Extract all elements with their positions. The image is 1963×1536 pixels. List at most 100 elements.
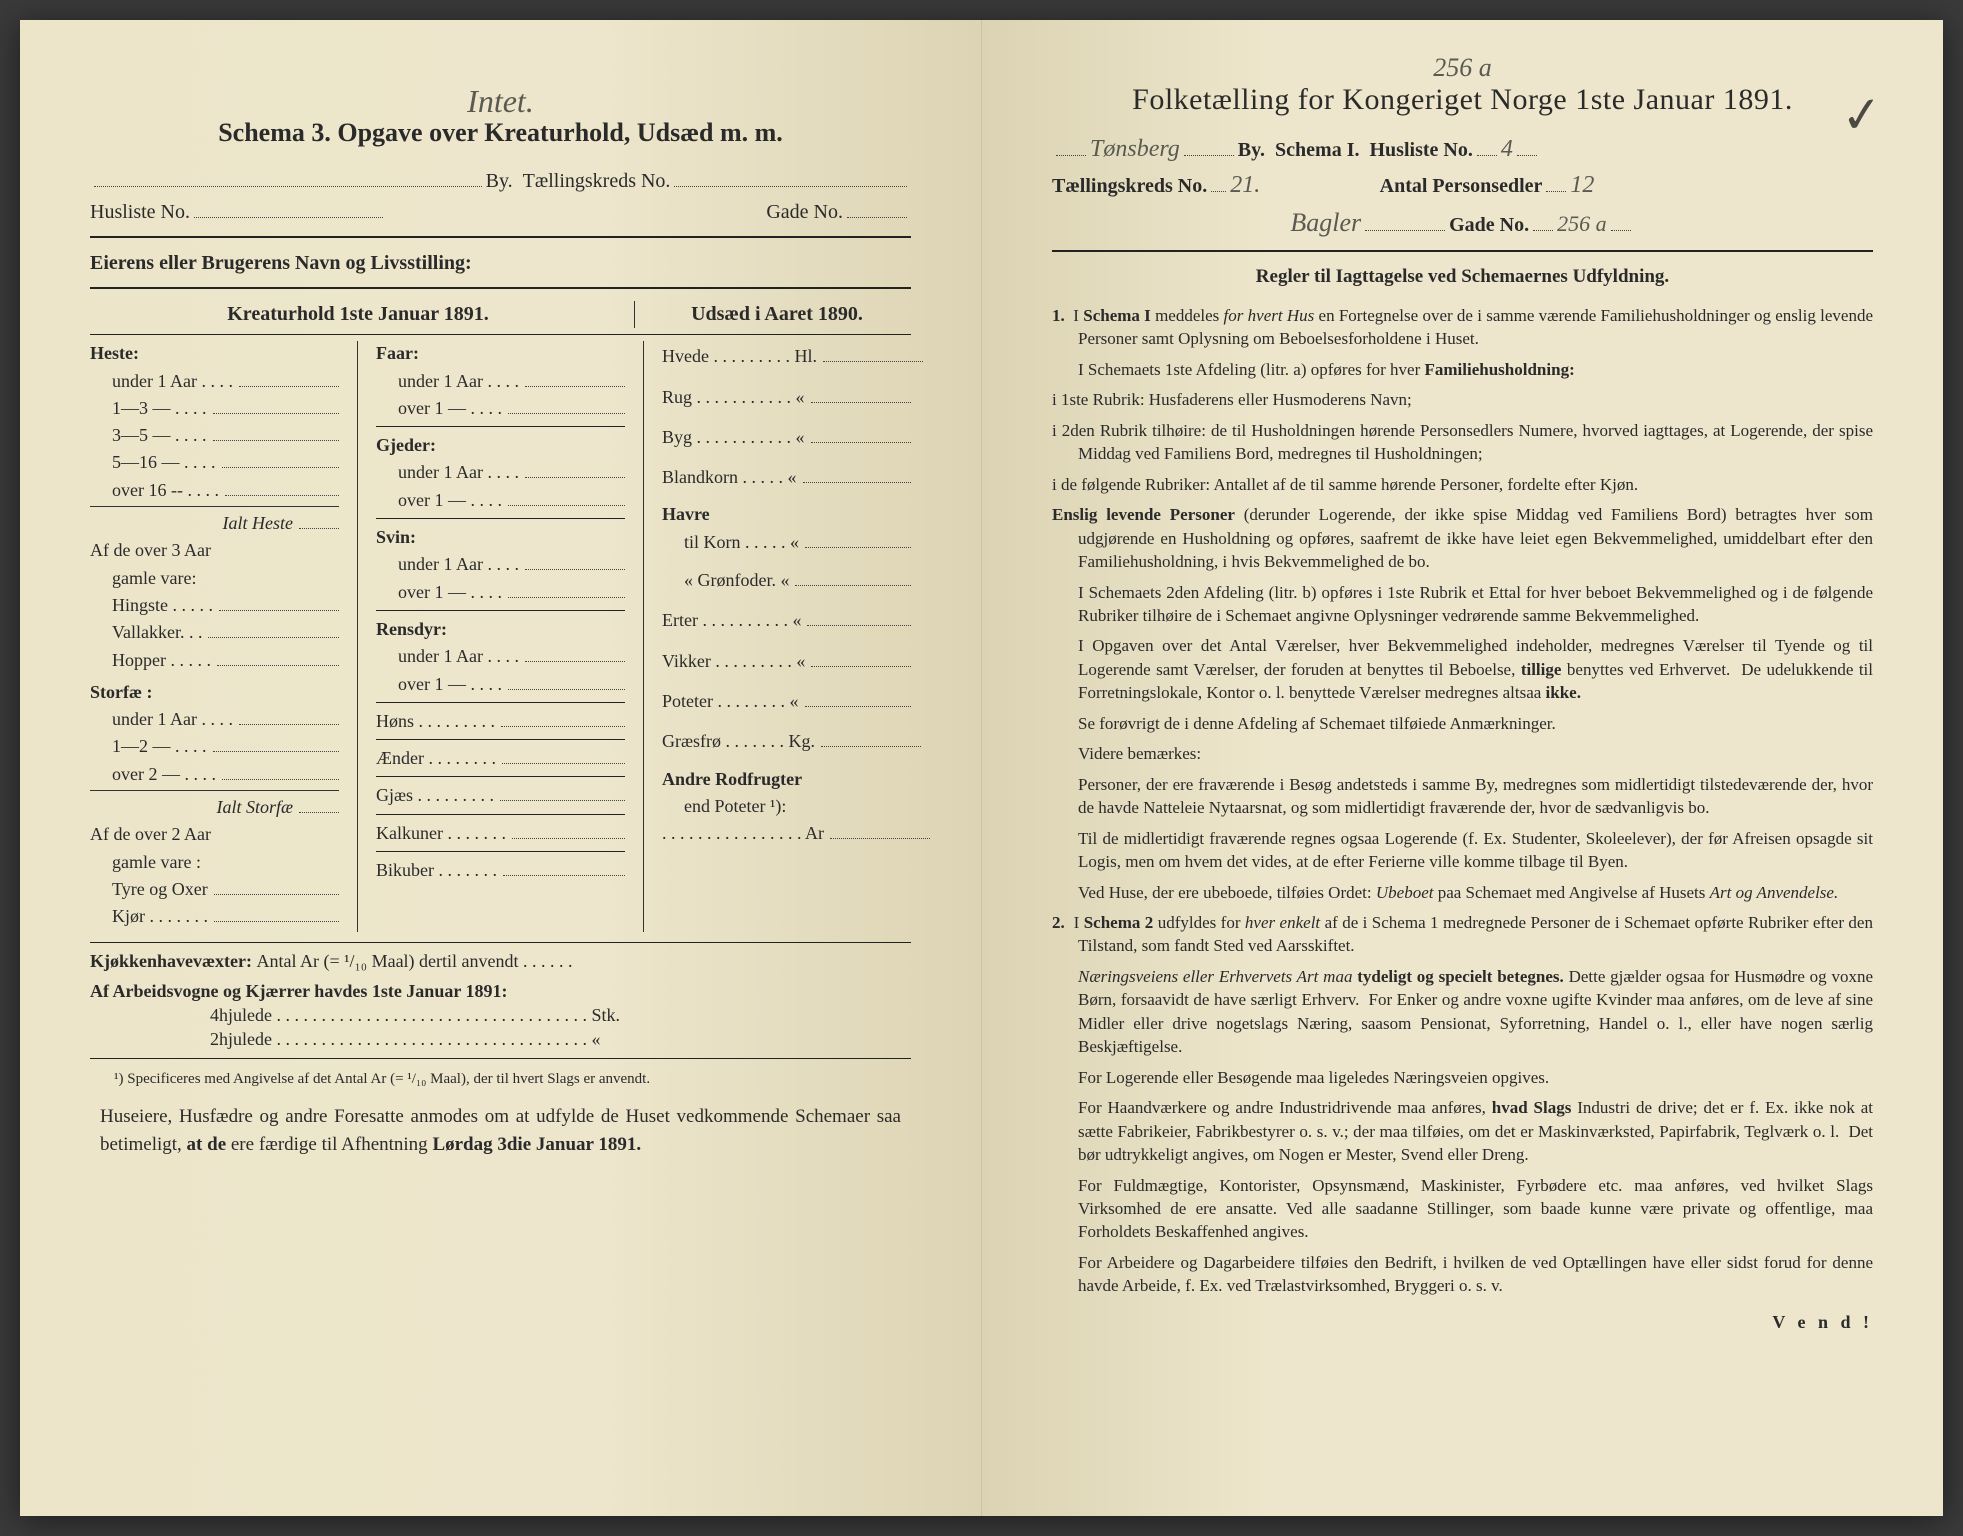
by-label-r: By. xyxy=(1238,137,1265,164)
gade-label-r: Gade No. xyxy=(1449,212,1529,239)
p1c: i 1ste Rubrik: Husfaderens eller Husmode… xyxy=(1052,388,1873,411)
closing-para: Huseiere, Husfædre og andre Foresatte an… xyxy=(90,1103,911,1158)
schema3-title: Schema 3. Opgave over Kreaturhold, Udsæd… xyxy=(90,115,911,150)
left-page: Intet. Schema 3. Opgave over Kreaturhold… xyxy=(20,20,982,1516)
storfae-12: 1—2 — . . . . xyxy=(112,734,207,758)
storfae-o2: over 2 — . . . . xyxy=(112,762,216,786)
p3: I Schemaets 2den Afdeling (litr. b) opfø… xyxy=(1052,581,1873,628)
kreds-label-r: Tællingskreds No. xyxy=(1052,173,1207,200)
kalkuner: Kalkuner . . . . . . . xyxy=(376,821,506,845)
ar-row: . . . . . . . . . . . . . . . . Ar xyxy=(662,821,824,845)
tilkorn: til Korn . . . . . « xyxy=(684,530,799,554)
udsaed-head: Udsæd i Aaret 1890. xyxy=(643,301,911,328)
poteter: Poteter . . . . . . . . « xyxy=(662,689,799,713)
footnote: ¹) Specificeres med Angivelse af det Ant… xyxy=(114,1069,911,1089)
husliste-gade-row: Husliste No. Gade No. xyxy=(90,199,911,226)
p5: Se forøvrigt de i denne Afdeling af Sche… xyxy=(1052,712,1873,735)
rules-body: 1. I Schema I meddeles for hvert Hus en … xyxy=(1052,304,1873,1298)
p11: Næringsveiens eller Erhvervets Art maa t… xyxy=(1052,965,1873,1059)
gamle: gamle vare: xyxy=(112,566,196,590)
check-mark-icon: ✓ xyxy=(1838,80,1886,151)
data-columns: Heste: under 1 Aar . . . . 1—3 — . . . .… xyxy=(90,341,911,931)
tyre: Tyre og Oxer xyxy=(112,877,208,901)
bikuber: Bikuber . . . . . . . xyxy=(376,858,497,882)
book-spread: Intet. Schema 3. Opgave over Kreaturhold… xyxy=(20,20,1943,1516)
subheads: Kreaturhold 1ste Januar 1891. Udsæd i Aa… xyxy=(90,301,911,328)
kreds-val: 21. xyxy=(1230,169,1260,201)
storfae-u1: under 1 Aar . . . . xyxy=(112,707,233,731)
kjokken-rest: Antal Ar (= ¹/₁₀ Maal) dertil anvendt . … xyxy=(256,951,572,971)
andre-label: Andre Rodfrugter xyxy=(662,767,911,791)
p13: For Haandværkere og andre Industridriven… xyxy=(1052,1096,1873,1166)
rule-2 xyxy=(90,287,911,289)
faar-u1: under 1 Aar . . . . xyxy=(398,369,519,393)
p1b: I Schemaets 1ste Afdeling (litr. a) opfø… xyxy=(1052,358,1873,381)
p1d: i 2den Rubrik tilhøire: de til Husholdni… xyxy=(1052,419,1873,466)
arbeids-label: Af Arbeidsvogne og Kjærrer havdes 1ste J… xyxy=(90,981,508,1001)
gade-val: 256 a xyxy=(1557,209,1607,239)
2hjul: 2hjulede . . . . . . . . . . . . . . . .… xyxy=(210,1029,600,1049)
p9: Ved Huse, der ere ubeboede, tilføies Ord… xyxy=(1052,881,1873,904)
heste-35: 3—5 — . . . . xyxy=(112,423,207,447)
arbeids-row: Af Arbeidsvogne og Kjærrer havdes 1ste J… xyxy=(90,979,911,1003)
vend-label: V e n d ! xyxy=(1052,1310,1873,1334)
gjeder-o1: over 1 — . . . . xyxy=(398,488,502,512)
census-title: Folketælling for Kongeriget Norge 1ste J… xyxy=(1052,80,1873,121)
heste-516: 5—16 — . . . . xyxy=(112,450,216,474)
heste-13: 1—3 — . . . . xyxy=(112,396,207,420)
rule-5 xyxy=(90,1058,911,1059)
ialt-storfae: Ialt Storfæ xyxy=(216,795,293,819)
p4: I Opgaven over det Antal Værelser, hver … xyxy=(1052,634,1873,704)
rule-r1 xyxy=(1052,250,1873,252)
endpoteter: end Poteter ¹): xyxy=(684,794,786,818)
kjokken-row: Kjøkkenhavevæxter: Kjøkkenhavevæxter: An… xyxy=(90,949,911,973)
p14: For Fuldmægtige, Kontorister, Opsynsmænd… xyxy=(1052,1174,1873,1244)
husliste-label-r: Husliste No. xyxy=(1370,137,1473,164)
gade-label: Gade No. xyxy=(766,199,843,226)
rensdyr-u1: under 1 Aar . . . . xyxy=(398,644,519,668)
antal-val: 12 xyxy=(1570,169,1594,201)
vallakker: Vallakker. . . xyxy=(112,620,202,644)
by-kreds-row: By. Tællingskreds No. xyxy=(90,168,911,195)
svin-label: Svin: xyxy=(376,525,625,549)
col-heste-storfae: Heste: under 1 Aar . . . . 1—3 — . . . .… xyxy=(90,341,339,931)
p15: For Arbeidere og Dagarbeidere tilføies d… xyxy=(1052,1251,1873,1298)
heste-o16: over 16 -- . . . . xyxy=(112,478,219,502)
graesfro: Græsfrø . . . . . . . Kg. xyxy=(662,729,815,753)
p1e: i de følgende Rubriker: Antallet af de t… xyxy=(1052,473,1873,496)
heste-u1: under 1 Aar . . . . xyxy=(112,369,233,393)
p12: For Logerende eller Besøgende maa ligele… xyxy=(1052,1066,1873,1089)
gjeder-label: Gjeder: xyxy=(376,433,625,457)
page-number-handwritten: 256 a xyxy=(1433,50,1492,85)
rule-4 xyxy=(90,942,911,943)
rule-3 xyxy=(90,334,911,335)
af3: Af de over 3 Aar xyxy=(90,538,211,562)
col-udsaed: Hvede . . . . . . . . . Hl. Rug . . . . … xyxy=(662,341,911,931)
rensdyr-o1: over 1 — . . . . xyxy=(398,672,502,696)
faar-o1: over 1 — . . . . xyxy=(398,396,502,420)
rensdyr-label: Rensdyr: xyxy=(376,617,625,641)
gade-row-r: Bagler Gade No. 256 a xyxy=(1052,205,1873,240)
eier-label: Eierens eller Brugerens Navn og Livsstil… xyxy=(90,250,911,277)
svin-o1: over 1 — . . . . xyxy=(398,580,502,604)
p8: Til de midlertidigt fraværende regnes og… xyxy=(1052,827,1873,874)
p10: 2. I Schema 2 udfyldes for hver enkelt a… xyxy=(1052,911,1873,958)
p2: Enslig levende Personer (derunder Logere… xyxy=(1052,503,1873,573)
havre-label: Havre xyxy=(662,502,911,526)
p1a: 1. I Schema I meddeles for hvert Hus en … xyxy=(1052,304,1873,351)
hons: Høns . . . . . . . . . xyxy=(376,709,495,733)
erter: Erter . . . . . . . . . . « xyxy=(662,608,801,632)
by-label: By. xyxy=(486,168,513,195)
byg: Byg . . . . . . . . . . . « xyxy=(662,425,805,449)
regler-head: Regler til Iagttagelse ved Schemaernes U… xyxy=(1052,264,1873,290)
husliste-val: 4 xyxy=(1501,133,1513,165)
col-faar-etc: Faar: under 1 Aar . . . . over 1 — . . .… xyxy=(376,341,625,931)
4hjul: 4hjulede . . . . . . . . . . . . . . . .… xyxy=(210,1005,620,1025)
by-schema-row: Tønsberg By. Schema I. Husliste No. 4 xyxy=(1052,133,1873,165)
p6: Videre bemærkes: xyxy=(1052,742,1873,765)
svin-u1: under 1 Aar . . . . xyxy=(398,552,519,576)
hingste: Hingste . . . . . xyxy=(112,593,213,617)
kreatur-head: Kreaturhold 1ste Januar 1891. xyxy=(90,301,626,328)
by-value: Tønsberg xyxy=(1090,133,1180,165)
aender: Ænder . . . . . . . . xyxy=(376,746,496,770)
